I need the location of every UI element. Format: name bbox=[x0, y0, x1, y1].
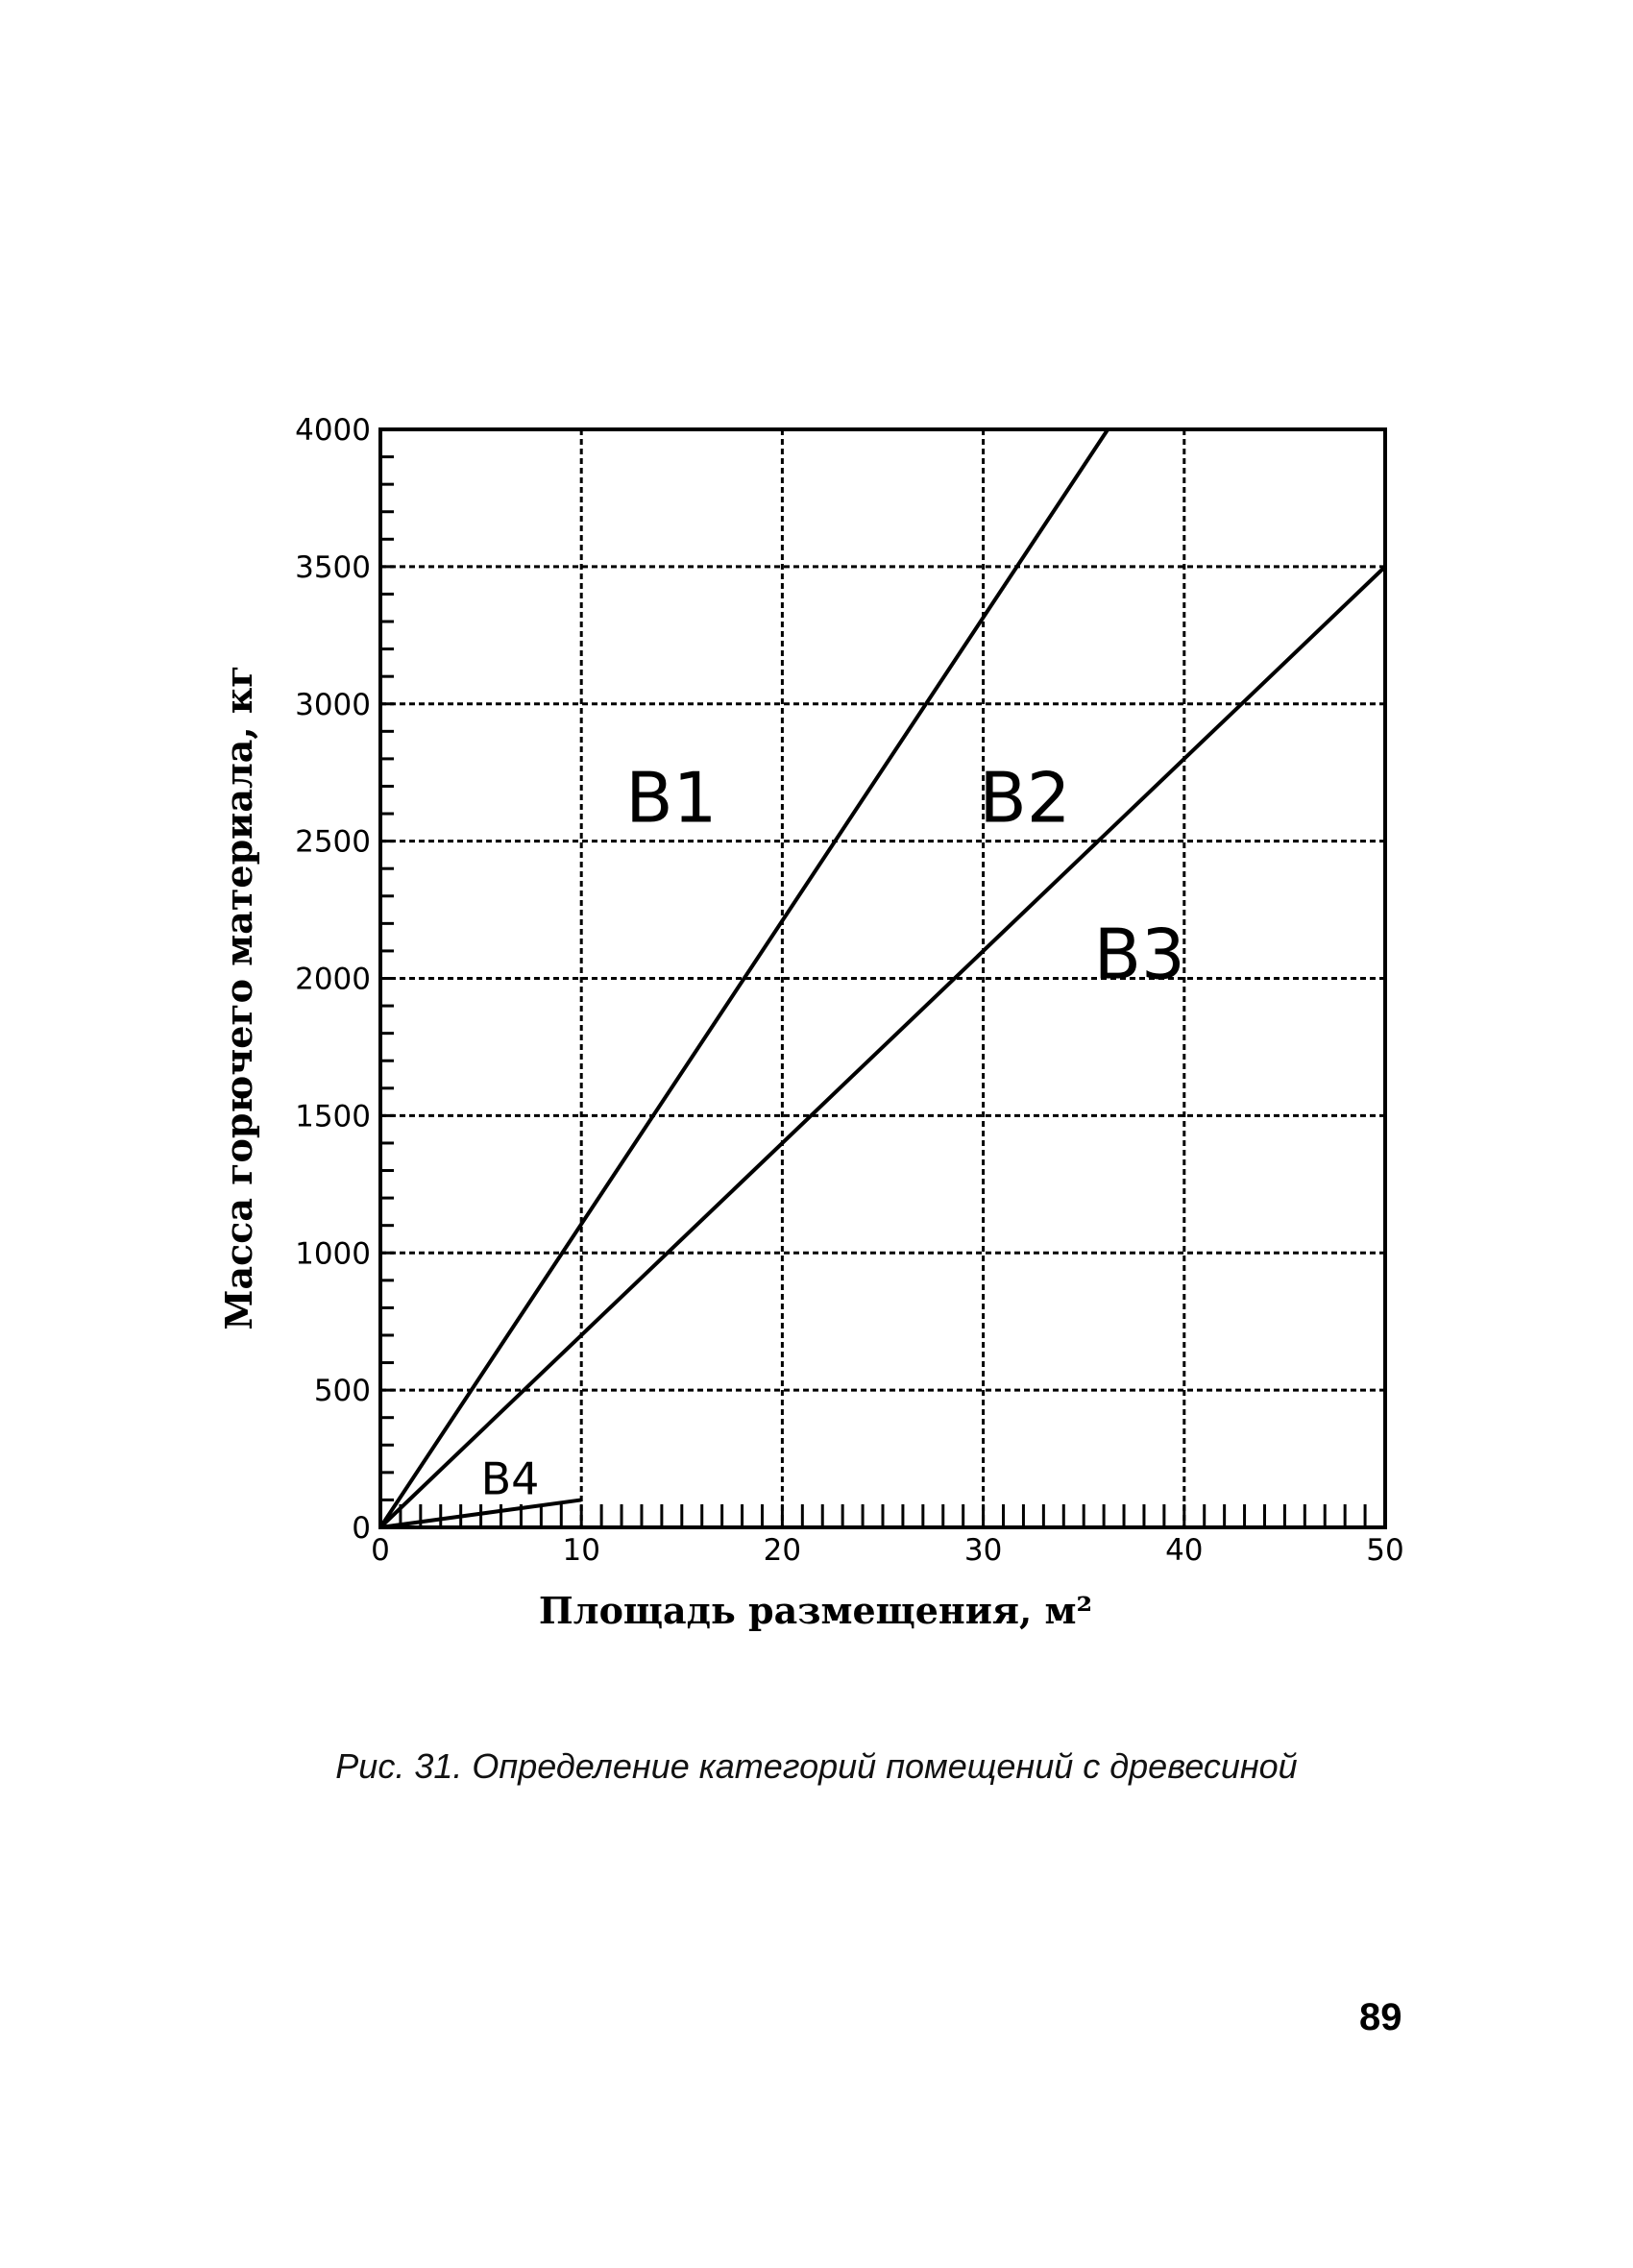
x-axis-title: Площадь размещения, м² bbox=[539, 1589, 1092, 1632]
y-tick-label: 2000 bbox=[295, 963, 371, 997]
region-label-b2: B2 bbox=[979, 758, 1070, 839]
plot-frame bbox=[378, 427, 1387, 1529]
region-label-b3: B3 bbox=[1094, 915, 1185, 995]
x-tick-label: 50 bbox=[1366, 1533, 1403, 1568]
series-line-3 bbox=[379, 1498, 582, 1529]
x-tick-label: 0 bbox=[371, 1533, 390, 1568]
region-label-b4: B4 bbox=[481, 1453, 540, 1505]
series-lines bbox=[378, 427, 1387, 1529]
page-number: 89 bbox=[1359, 1996, 1402, 2038]
y-tick-label: 4000 bbox=[295, 413, 371, 448]
y-axis-title: Масса горючего материала, кг bbox=[217, 665, 260, 1329]
y-tick-label: 2500 bbox=[295, 825, 371, 860]
y-tick-label: 3500 bbox=[295, 550, 371, 585]
x-tick-label: 10 bbox=[562, 1533, 599, 1568]
series-line-1 bbox=[378, 427, 1109, 1529]
x-tick-label: 40 bbox=[1165, 1533, 1203, 1568]
x-tick-labels: 0 10 20 30 40 50 bbox=[371, 1533, 1404, 1568]
y-tick-label: 3000 bbox=[295, 688, 371, 722]
y-tick-label: 500 bbox=[314, 1374, 371, 1408]
y-tick-label: 1000 bbox=[295, 1236, 371, 1271]
x-tick-label: 30 bbox=[964, 1533, 1002, 1568]
grid bbox=[380, 427, 1385, 1527]
y-tick-label: 0 bbox=[352, 1511, 371, 1546]
series-line-2 bbox=[378, 565, 1387, 1529]
region-label-b1: B1 bbox=[625, 758, 717, 839]
y-tick-label: 1500 bbox=[295, 1099, 371, 1134]
y-tick-labels: 0 500 1000 1500 2000 2500 3000 3500 4000 bbox=[295, 413, 371, 1546]
x-tick-label: 20 bbox=[764, 1533, 801, 1568]
figure-caption: Рис. 31. Определение категорий помещений… bbox=[335, 1746, 1298, 1786]
